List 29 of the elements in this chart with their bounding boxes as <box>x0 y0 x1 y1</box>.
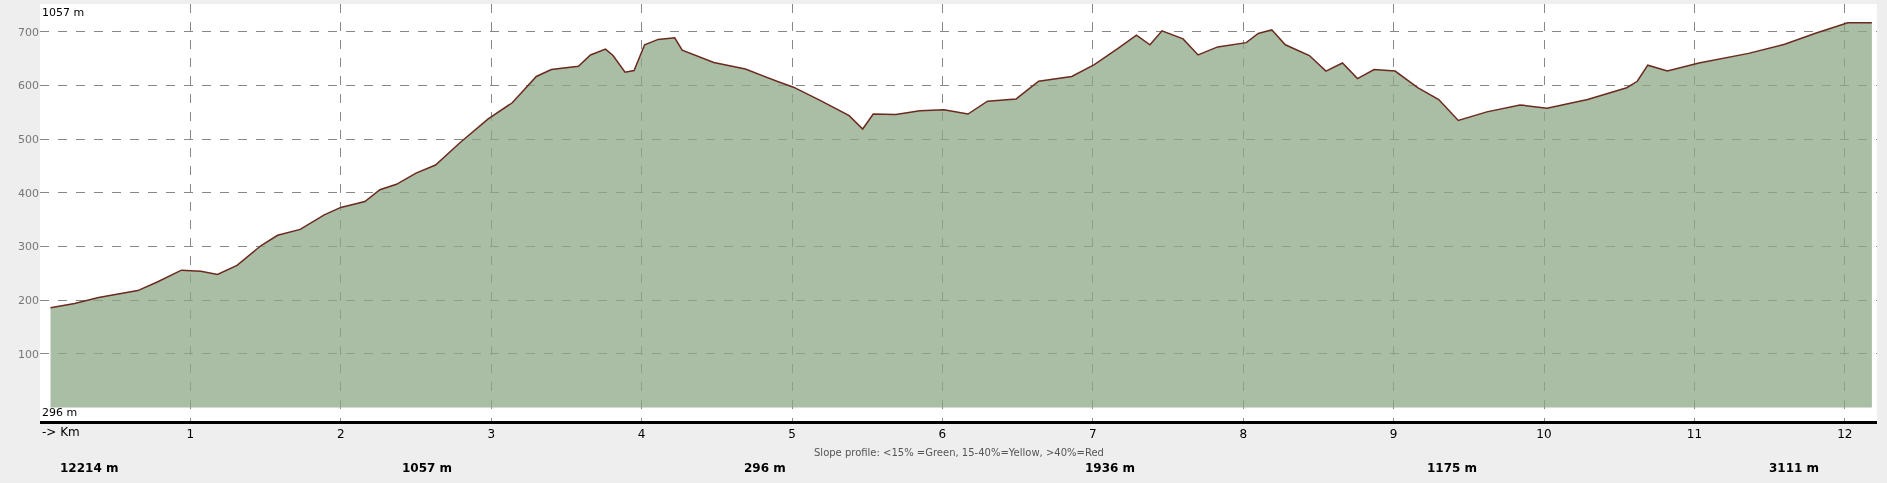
x-tick-label: 6 <box>938 427 947 442</box>
text: 1936 m <box>1085 461 1136 475</box>
text: 12214 m <box>60 461 119 475</box>
x-tick-label: 4 <box>637 427 646 442</box>
x-tick-label: 12 <box>1837 427 1853 442</box>
text: 3111 m <box>1769 461 1820 475</box>
text: Slope profile: <15% =Green, 15-40%=Yellow, >40%=Red <box>814 447 1104 458</box>
y-tick-label: 600 <box>18 79 39 93</box>
x-tick-label: 3 <box>487 427 496 442</box>
x-tick-label: 10 <box>1536 427 1552 442</box>
y-tick-label: 300 <box>18 240 39 254</box>
y-tick-label: 700 <box>18 25 39 39</box>
x-tick-label: 5 <box>788 427 796 442</box>
x-axis-title: -> Km <box>42 425 80 439</box>
x-tick-label: 1 <box>186 427 195 442</box>
text: 1175 m <box>1427 461 1478 475</box>
y-tick-label: 200 <box>18 294 39 308</box>
y-tick-label: 100 <box>18 347 39 361</box>
y-tick-label: 400 <box>18 186 39 200</box>
text: 1057 m <box>402 461 453 475</box>
x-tick-label: 7 <box>1088 427 1097 442</box>
annotation: 1057 m <box>42 6 85 19</box>
x-tick-label: 9 <box>1389 427 1398 442</box>
text: 296 m <box>744 461 786 475</box>
annotation: 296 m <box>42 406 78 419</box>
x-tick-label: 11 <box>1686 427 1703 442</box>
x-tick-label: 2 <box>336 427 345 442</box>
y-tick-label: 500 <box>18 133 39 147</box>
x-tick-label: 8 <box>1239 427 1248 442</box>
